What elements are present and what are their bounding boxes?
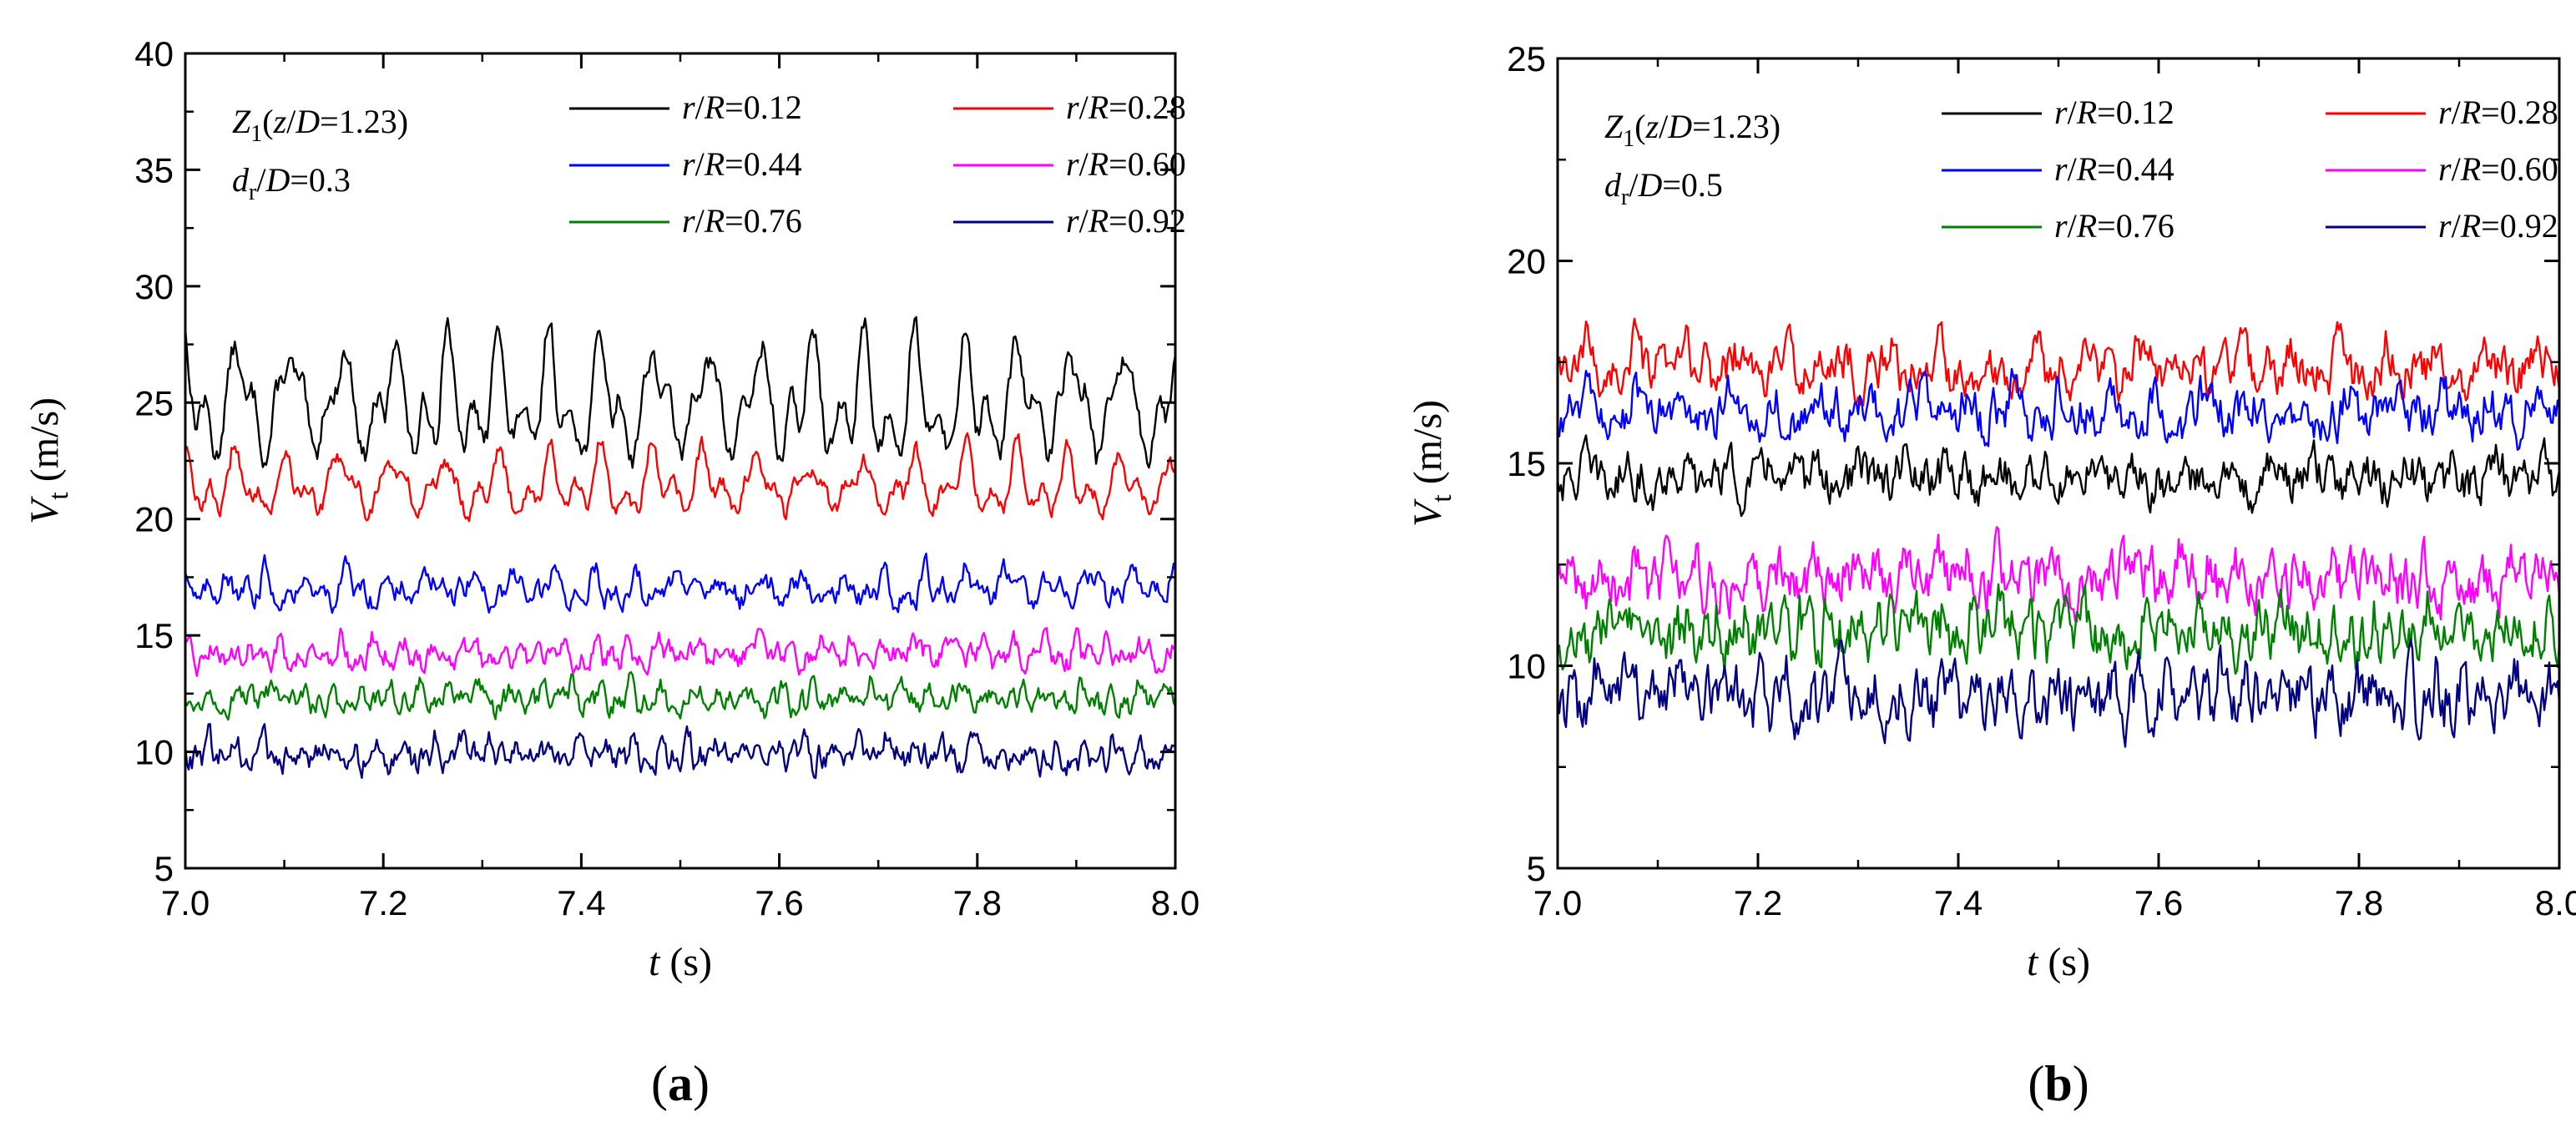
- annotation-diameter-ratio: dr/D=0.3: [232, 161, 351, 205]
- legend-label: r/R=0.60: [1066, 145, 1186, 183]
- y-tick-label: 20: [134, 500, 174, 539]
- legend-label: r/R=0.76: [2054, 207, 2174, 245]
- y-tick-label: 40: [134, 34, 174, 73]
- series-line-028: [184, 432, 1177, 523]
- chart-panel-a: Vt (m/s) t (s) (a) 5 10 15 20 25 30 35 40 7.0 7.2…: [23, 34, 1200, 1111]
- x-tick-label: 8.0: [1151, 883, 1200, 922]
- y-tick-label: 15: [1507, 444, 1546, 483]
- series-line-044: [1557, 367, 2560, 451]
- x-tick-label: 7.2: [359, 883, 407, 922]
- x-tick-label: 7.0: [161, 883, 210, 922]
- panel-label-a: (a): [651, 1056, 710, 1111]
- y-tick-label: 25: [1507, 39, 1546, 78]
- legend-label: r/R=0.60: [2438, 150, 2558, 188]
- x-tick-label: 7.4: [1934, 883, 1983, 922]
- y-axis-label-text-b: Vt (m/s): [1406, 400, 1457, 527]
- annotation-diameter-ratio: dr/D=0.5: [1604, 166, 1723, 210]
- y-tick-label: 35: [134, 150, 174, 190]
- x-tick-label: 7.6: [2134, 883, 2183, 922]
- legend-label: r/R=0.92: [2438, 207, 2558, 245]
- y-tick-label: 15: [134, 616, 174, 655]
- series-line-092: [1556, 638, 2561, 748]
- series-line-012: [1556, 434, 2561, 518]
- series-line-092: [184, 723, 1176, 780]
- legend-label: r/R=0.44: [2054, 150, 2174, 188]
- x-tick-label: 7.0: [1533, 883, 1582, 922]
- x-tick-label: 7.4: [557, 883, 605, 922]
- legend-label: r/R=0.28: [1066, 88, 1186, 126]
- y-axis-label-text-a: Vt (m/s): [23, 397, 74, 524]
- panel-label-b: (b): [2028, 1056, 2089, 1111]
- legend-label: r/R=0.92: [1066, 202, 1186, 240]
- x-tick-label: 7.8: [2335, 883, 2383, 922]
- y-tick-label: 25: [134, 383, 174, 422]
- series-line-060: [1556, 526, 2561, 623]
- x-tick-label: 7.8: [953, 883, 1002, 922]
- y-tick-label: 20: [1507, 242, 1546, 281]
- y-tick-label: 10: [134, 733, 174, 772]
- legend-label: r/R=0.44: [682, 145, 802, 183]
- legend-label: r/R=0.28: [2438, 94, 2558, 131]
- y-tick-label: 5: [1527, 849, 1546, 888]
- y-tick-label: 10: [1507, 647, 1546, 686]
- annotation-location: Z1(z/D=1.23): [1604, 108, 1780, 152]
- y-tick-label: 30: [134, 267, 174, 306]
- legend-label: r/R=0.12: [2054, 94, 2174, 131]
- x-tick-label: 8.0: [2535, 883, 2576, 922]
- annotation-location: Z1(z/D=1.23): [232, 103, 408, 147]
- x-axis-label-a: t (s): [649, 940, 712, 984]
- series-line-028: [1556, 317, 2561, 407]
- x-tick-label: 7.2: [1734, 883, 1782, 922]
- series-line-076: [184, 670, 1177, 721]
- series-line-060: [184, 627, 1177, 677]
- chart-panel-b: Vt (m/s) t (s) (b) 5 10 15 20 25 7.0 7.2 7.4 7.6…: [1406, 39, 2576, 1111]
- x-axis-label-b: t (s): [2027, 940, 2090, 984]
- series-line-044: [184, 552, 1177, 614]
- legend-label: r/R=0.76: [682, 202, 802, 240]
- legend-label: r/R=0.12: [682, 88, 802, 126]
- series-line-012: [184, 316, 1177, 469]
- x-tick-label: 7.6: [755, 883, 803, 922]
- y-tick-label: 5: [154, 849, 174, 888]
